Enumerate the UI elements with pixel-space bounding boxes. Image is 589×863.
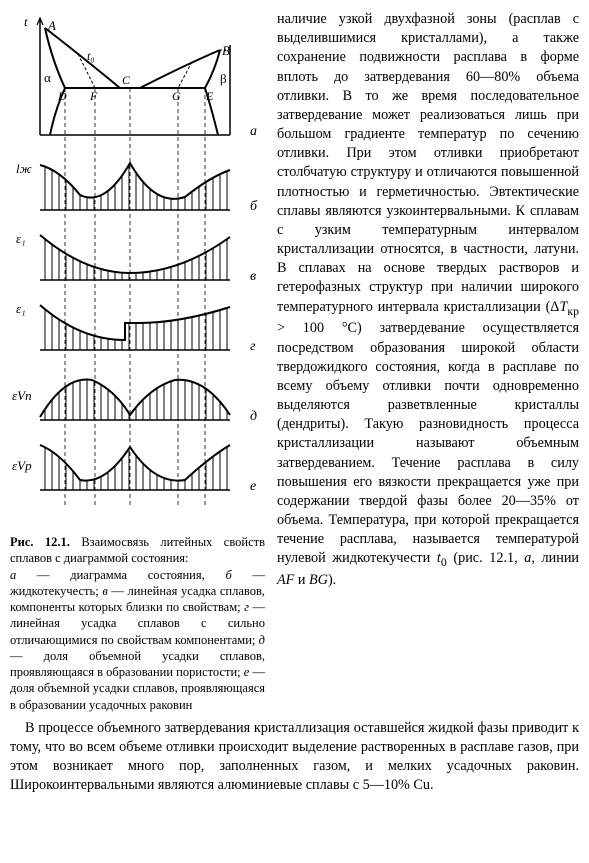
figure-caption: Рис. 12.1. Взаимосвязь литейных свойств … <box>10 534 265 713</box>
panel-label-b: б <box>250 199 258 214</box>
panel-label-g: г <box>250 339 256 354</box>
panel-label-v: в <box>250 269 256 284</box>
panel-label-d: д <box>250 409 257 424</box>
ylabel-v: ε₁ <box>16 231 26 246</box>
label-alpha: α <box>44 70 51 85</box>
ylabel-d: εVп <box>12 388 32 403</box>
label-t0: t₀ <box>87 49 95 63</box>
label-G: G <box>172 89 181 103</box>
ylabel-g: ε₁ <box>16 301 26 316</box>
panel-label-a: а <box>250 124 257 139</box>
label-F: F <box>89 89 98 103</box>
body-text-right: наличие узкой двухфазной зоны (расплав с… <box>277 10 579 713</box>
figure-diagram: t A B C t₀ D E F G <box>10 10 265 520</box>
ylabel-b: lж <box>16 161 32 176</box>
label-t: t <box>24 14 28 29</box>
panel-label-e: е <box>250 479 256 494</box>
ylabel-e: εVр <box>12 458 32 473</box>
label-C: C <box>122 73 131 87</box>
body-text-bottom: В процессе объемного затвердевания крист… <box>10 719 579 796</box>
caption-legend: а — диаграмма состояния, б — жидкотекуче… <box>10 568 265 712</box>
caption-bold: Рис. 12.1. <box>10 535 70 549</box>
label-beta: β <box>220 71 227 86</box>
